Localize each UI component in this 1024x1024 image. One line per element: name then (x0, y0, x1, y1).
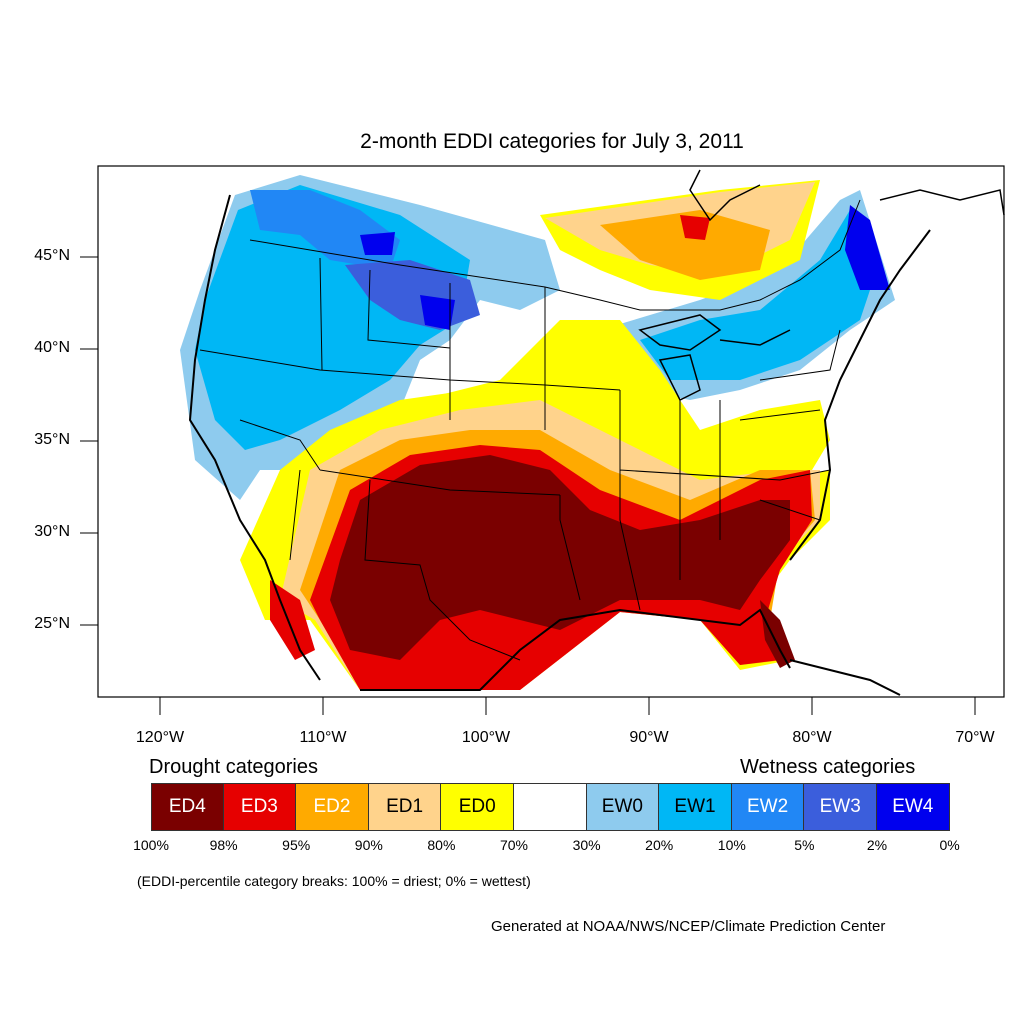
lon-label-100: 100°W (461, 729, 511, 746)
lat-label-45: 45°N (34, 247, 70, 264)
canada-ed3 (680, 215, 710, 240)
state-line-5 (739, 329, 841, 521)
legend-break-label: 90% (354, 837, 383, 853)
lon-label-70: 70°W (955, 729, 995, 746)
axis-ticks (80, 256, 976, 715)
baja-dry (270, 580, 315, 660)
legend-break-label: 2% (866, 837, 888, 853)
legend-box-ew0: EW0 (586, 783, 660, 831)
legend-break-label: 30% (572, 837, 601, 853)
boundary-lines (188, 169, 1005, 696)
legend-box-normal (514, 783, 587, 831)
lon-label-80: 80°W (792, 729, 832, 746)
wetness-categories-label: Wetness categories (740, 756, 916, 778)
legend-box-ew3: EW3 (804, 783, 877, 831)
wet-region-ne-ew4 (845, 205, 890, 290)
florida-dry (760, 600, 795, 668)
map-frame (97, 165, 1005, 698)
gulf-coast (360, 608, 791, 691)
legend-box-ew1: EW1 (659, 783, 732, 831)
lat-label-35: 35°N (34, 431, 70, 448)
wet-region-ew2 (250, 190, 400, 270)
legend-break-label: 80% (427, 837, 456, 853)
wet-region-ne-ew1 (640, 210, 880, 380)
legend-break-label: 100% (133, 837, 169, 853)
cuba-coast (789, 659, 901, 696)
wet-region-ew4 (420, 295, 455, 330)
legend-break-label: 98% (209, 837, 238, 853)
drought-categories-label: Drought categories (149, 756, 318, 778)
legend-box-ew2: EW2 (731, 783, 805, 831)
canada-coast (689, 169, 1005, 222)
us-canada-border (249, 199, 861, 311)
lon-label-110: 110°W (299, 729, 347, 746)
legend-box-ed3: ED3 (223, 783, 297, 831)
legend-break-label: 5% (794, 837, 815, 853)
canada-ed2 (600, 210, 770, 280)
great-lakes (638, 314, 791, 402)
lon-label-90: 90°W (629, 729, 669, 746)
state-line-1 (319, 257, 546, 430)
category-note: (EDDI-percentile category breaks: 100% =… (137, 873, 531, 889)
state-line-4 (289, 469, 521, 661)
legend-break-label: 95% (282, 837, 311, 853)
credit-line: Generated at NOAA/NWS/NCEP/Climate Predi… (491, 918, 886, 935)
legend-break-label: 20% (645, 837, 674, 853)
legend-break-label: 10% (717, 837, 746, 853)
map-fill-layer (180, 170, 895, 690)
state-line-2 (199, 349, 621, 601)
state-line-3 (619, 390, 831, 611)
legend-box-ed2: ED2 (296, 783, 369, 831)
lat-label-40: 40°N (34, 339, 70, 356)
lat-label-30: 30°N (34, 523, 70, 540)
map-title: 2-month EDDI categories for July 3, 2011 (360, 130, 744, 153)
south-ed4 (330, 455, 790, 660)
lon-label-120: 120°W (135, 729, 185, 746)
legend-box-ew4: EW4 (877, 783, 950, 831)
east-coast (789, 229, 931, 561)
legend-break-label: 70% (499, 837, 529, 853)
west-coast (188, 194, 321, 681)
legend-box-ed4: ED4 (151, 783, 224, 831)
wet-region-ew1 (195, 185, 470, 450)
legend-box-ed1: ED1 (368, 783, 442, 831)
lat-label-25: 25°N (34, 615, 70, 632)
legend-break-label: 0% (939, 837, 960, 853)
midwest-ed0 (420, 320, 830, 490)
wet-region-ew4b (360, 232, 395, 255)
legend-box-ed0: ED0 (441, 783, 514, 831)
